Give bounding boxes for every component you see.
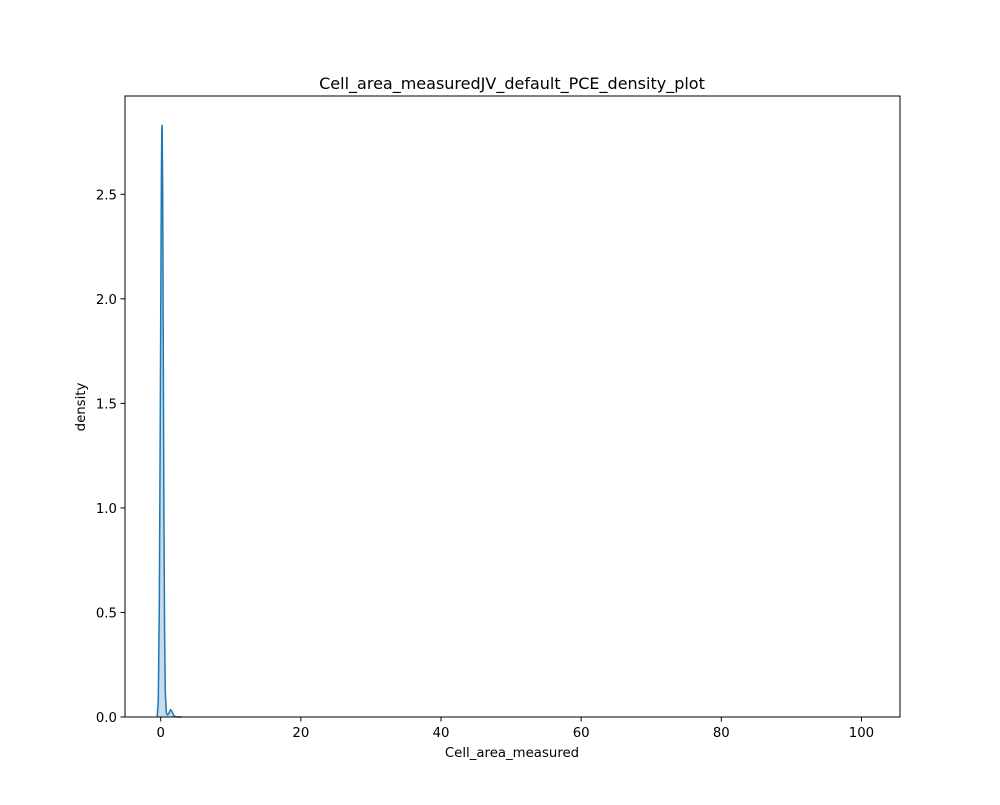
y-axis-ticks: 0.0 0.5 1.0 1.5 2.0 2.5	[96, 188, 125, 726]
x-tick-label: 80	[713, 726, 730, 741]
x-tick-label: 40	[433, 726, 450, 741]
x-axis-label: Cell_area_measured	[445, 746, 579, 761]
chart-title: Cell_area_measuredJV_default_PCE_density…	[319, 74, 705, 94]
y-tick-label: 2.0	[96, 293, 117, 308]
density-area-0	[157, 125, 182, 717]
y-axis-label: density	[74, 382, 89, 431]
x-axis-ticks: 0 20 40 60 80 100	[157, 717, 874, 741]
y-tick-label: 2.5	[96, 188, 117, 203]
plot-area	[156, 124, 182, 718]
axes-frame	[124, 95, 901, 718]
y-tick-label: 1.0	[96, 502, 117, 517]
x-tick-label: 60	[573, 726, 590, 741]
x-tick-label: 0	[157, 726, 165, 741]
y-tick-label: 1.5	[96, 397, 117, 412]
y-tick-label: 0.0	[96, 711, 117, 726]
y-tick-label: 0.5	[96, 606, 117, 621]
x-tick-label: 20	[292, 726, 309, 741]
x-tick-label: 100	[849, 726, 874, 741]
